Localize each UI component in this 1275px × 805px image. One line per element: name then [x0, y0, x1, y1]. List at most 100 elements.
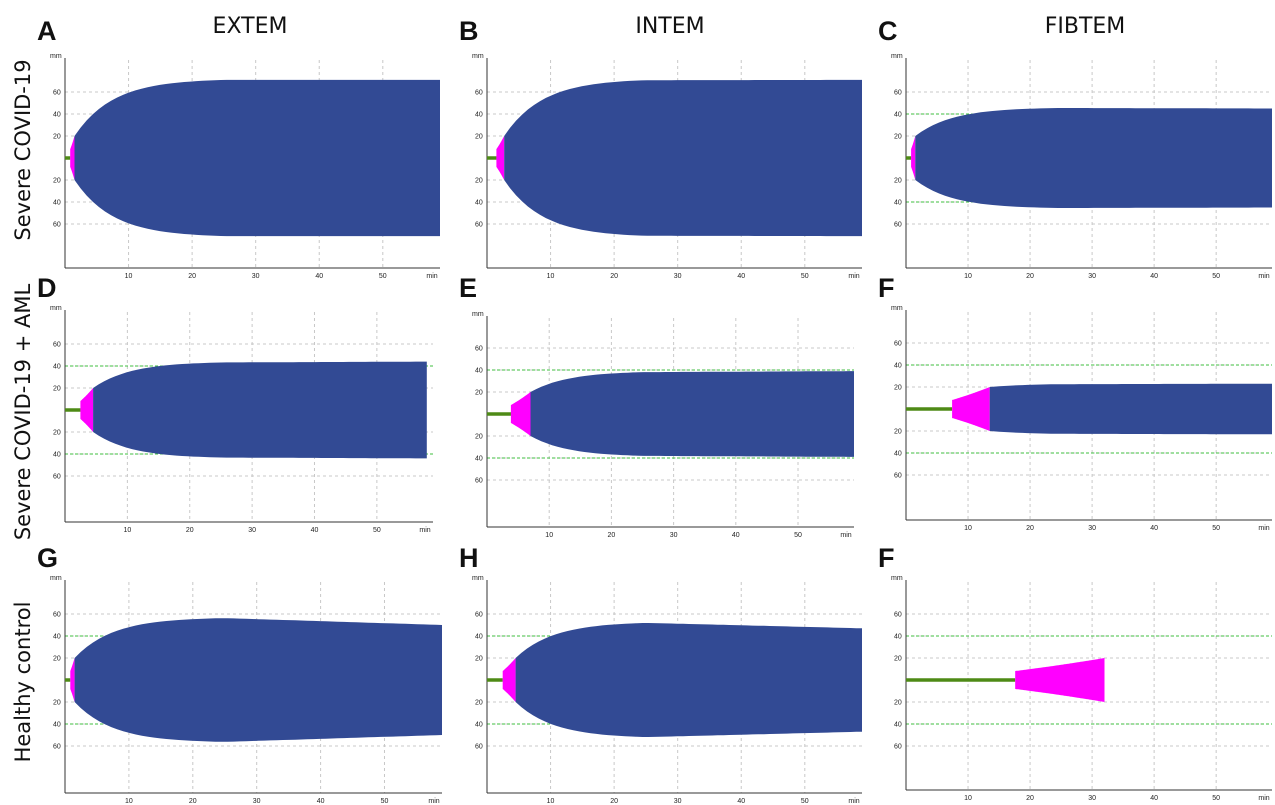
y-tick-label: 20	[475, 434, 483, 441]
x-tick-label: 30	[1088, 795, 1096, 802]
x-tick-label: 40	[732, 532, 740, 539]
y-unit-label: mm	[472, 575, 484, 582]
y-tick-label: 20	[53, 386, 61, 393]
panel-f-fibtem: Fmm 60 40 20 20 40 60 10 20 30 40 50 min	[878, 273, 1272, 532]
x-tick-label: 30	[1088, 273, 1096, 280]
y-tick-label: 40	[894, 634, 902, 641]
panel-letter: G	[37, 543, 58, 573]
row-title-healthy-control: Healthy control	[11, 602, 35, 763]
y-tick-label: 40	[894, 112, 902, 119]
clot-trace	[74, 618, 442, 742]
x-tick-label: 40	[737, 273, 745, 280]
x-tick-label: 50	[801, 798, 809, 805]
y-tick-label: 20	[894, 656, 902, 663]
x-tick-label: 10	[125, 273, 133, 280]
column-title-extem: EXTEM	[213, 14, 288, 39]
panel-letter: F	[878, 543, 895, 573]
y-tick-label: 60	[53, 222, 61, 229]
ct-phase-trace	[502, 658, 516, 702]
y-tick-label: 60	[475, 346, 483, 353]
panel-a-extem: Amm 60 40 20 20 40 60 10 20 30 40 50 min	[37, 16, 440, 280]
clot-trace	[515, 623, 862, 737]
y-tick-label: 40	[53, 112, 61, 119]
ct-phase-trace	[911, 136, 916, 180]
x-unit-label: min	[426, 273, 437, 280]
y-tick-label: 20	[475, 134, 483, 141]
y-tick-label: 40	[894, 200, 902, 207]
x-tick-label: 20	[610, 798, 618, 805]
y-tick-label: 60	[53, 90, 61, 97]
y-unit-label: mm	[891, 305, 903, 312]
y-tick-label: 60	[475, 744, 483, 751]
y-tick-label: 40	[475, 722, 483, 729]
panel-c-fibtem: Cmm 60 40 20 20 40 60 10 20 30 40 50 min	[878, 16, 1272, 280]
x-unit-label: min	[848, 798, 859, 805]
y-tick-label: 40	[475, 112, 483, 119]
y-tick-label: 60	[53, 744, 61, 751]
y-tick-label: 60	[475, 222, 483, 229]
x-unit-label: min	[428, 798, 439, 805]
y-tick-label: 20	[53, 700, 61, 707]
x-tick-label: 50	[381, 798, 389, 805]
x-tick-label: 30	[1088, 525, 1096, 532]
panel-b-intem: Bmm 60 40 20 20 40 60 10 20 30 40 50 min	[459, 16, 862, 280]
x-tick-label: 40	[1150, 273, 1158, 280]
y-tick-label: 60	[53, 612, 61, 619]
x-tick-label: 30	[674, 273, 682, 280]
y-tick-label: 40	[894, 451, 902, 458]
column-title-intem: INTEM	[635, 14, 704, 39]
y-tick-label: 60	[894, 744, 902, 751]
clot-trace	[989, 383, 1272, 435]
x-tick-label: 20	[186, 527, 194, 534]
ct-phase-trace	[510, 392, 531, 436]
panel-letter: H	[459, 543, 479, 573]
x-tick-label: 50	[1212, 795, 1220, 802]
x-unit-label: min	[848, 273, 859, 280]
column-title-fibtem: FIBTEM	[1045, 14, 1126, 39]
x-unit-label: min	[1258, 525, 1269, 532]
y-tick-label: 20	[475, 656, 483, 663]
clot-trace	[915, 108, 1272, 208]
x-tick-label: 40	[1150, 795, 1158, 802]
row-title-severe-covid: Severe COVID-19	[11, 59, 35, 240]
y-tick-label: 20	[894, 700, 902, 707]
x-tick-label: 30	[253, 798, 261, 805]
y-tick-label: 20	[894, 134, 902, 141]
clot-trace	[530, 371, 854, 457]
y-tick-label: 20	[53, 656, 61, 663]
x-tick-label: 10	[964, 525, 972, 532]
y-tick-label: 60	[53, 342, 61, 349]
y-tick-label: 60	[894, 341, 902, 348]
panel-letter: F	[878, 273, 895, 303]
x-tick-label: 50	[794, 532, 802, 539]
y-tick-label: 60	[53, 474, 61, 481]
y-tick-label: 20	[894, 178, 902, 185]
x-tick-label: 20	[1026, 525, 1034, 532]
ct-phase-trace	[80, 388, 94, 432]
x-tick-label: 10	[545, 532, 553, 539]
x-tick-label: 10	[125, 798, 133, 805]
y-tick-label: 40	[475, 200, 483, 207]
ct-phase-trace	[496, 136, 505, 180]
x-tick-label: 20	[1026, 795, 1034, 802]
y-tick-label: 20	[53, 430, 61, 437]
x-tick-label: 20	[1026, 273, 1034, 280]
panel-letter: B	[459, 16, 479, 46]
y-tick-label: 40	[53, 452, 61, 459]
y-unit-label: mm	[472, 311, 484, 318]
y-tick-label: 60	[894, 90, 902, 97]
ct-phase-trace	[1015, 658, 1105, 702]
panel-h-intem: Hmm 60 40 20 20 40 60 10 20 30 40 50 min	[459, 543, 862, 805]
y-tick-label: 40	[894, 363, 902, 370]
y-unit-label: mm	[472, 53, 484, 60]
x-tick-label: 40	[315, 273, 323, 280]
y-tick-label: 60	[894, 222, 902, 229]
x-tick-label: 30	[252, 273, 260, 280]
y-unit-label: mm	[50, 53, 62, 60]
y-tick-label: 20	[475, 390, 483, 397]
panel-letter: A	[37, 16, 57, 46]
panel-letter: D	[37, 273, 57, 303]
y-tick-label: 60	[475, 478, 483, 485]
x-tick-label: 20	[608, 532, 616, 539]
